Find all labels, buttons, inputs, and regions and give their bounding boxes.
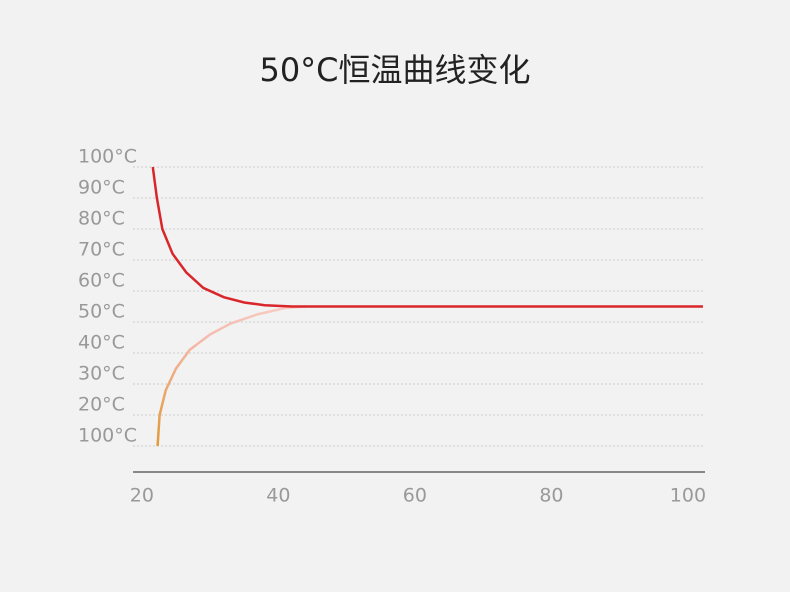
chart-title: 50°C恒温曲线变化 (259, 51, 530, 89)
line-series (151, 166, 703, 308)
y-tick-label: 70°C (78, 239, 125, 261)
x-tick-label: 20 (130, 485, 154, 507)
line-series (156, 305, 306, 447)
y-tick-label: 80°C (78, 208, 125, 230)
y-tick-label: 100°C (78, 146, 137, 168)
y-tick-label: 50°C (78, 301, 125, 323)
y-tick-label: 20°C (78, 394, 125, 416)
x-tick-label: 100 (670, 485, 706, 507)
y-tick-label: 30°C (78, 363, 125, 385)
x-tick-label: 40 (266, 485, 290, 507)
y-tick-label: 100°C (78, 425, 137, 447)
y-tick-label: 60°C (78, 270, 125, 292)
y-tick-label: 90°C (78, 177, 125, 199)
x-tick-label: 80 (539, 485, 563, 507)
x-tick-label: 60 (403, 485, 427, 507)
y-tick-label: 40°C (78, 332, 125, 354)
